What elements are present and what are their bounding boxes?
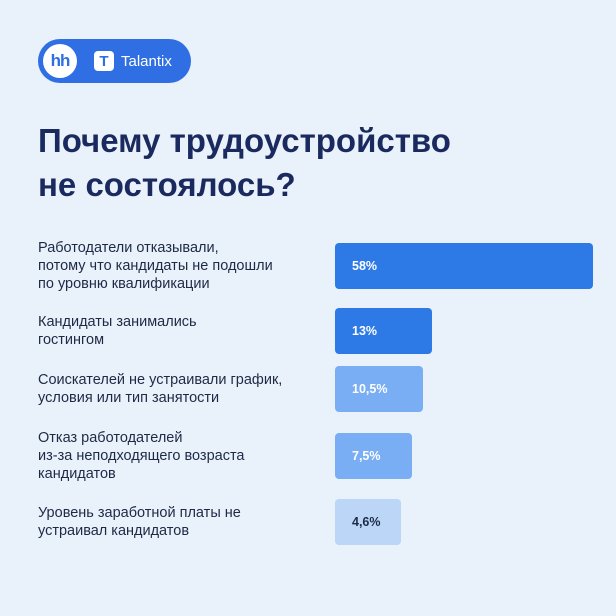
bar-category-label-line: из-за неподходящего возраста — [38, 448, 245, 464]
talantix-logo-text: Talantix — [121, 52, 172, 70]
title-line: не состоялось? — [38, 166, 296, 203]
bar-category-label-line: Работодатели отказывали, — [38, 240, 219, 256]
bar: 7,5% — [335, 433, 412, 479]
bar-category-label-line: Уровень заработной платы не — [38, 505, 241, 521]
bar-category-label-line: Отказ работодателей — [38, 430, 183, 446]
bar-category-label-line: гостингом — [38, 332, 105, 348]
talantix-icon: T — [94, 51, 114, 71]
bar-value-label: 7,5% — [352, 449, 381, 463]
bar-category-label-line: потому что кандидаты не подошли — [38, 258, 273, 274]
bar: 58% — [335, 243, 593, 289]
bar-category-label-line: устраивал кандидатов — [38, 523, 190, 539]
bar-value-label: 10,5% — [352, 382, 388, 396]
bar-category-label-line: Кандидаты занимались — [38, 314, 197, 330]
brand-badge: hh T Talantix — [38, 39, 191, 83]
bar-category-label: Соискателей не устраивали график, условия… — [38, 371, 308, 407]
bar-category-label-line: Соискателей не устраивали график, — [38, 372, 283, 388]
bar: 4,6% — [335, 499, 402, 545]
page-title: Почему трудоустройство не состоялось? — [38, 119, 578, 207]
bar-value-label: 58% — [352, 259, 378, 273]
bar-category-label: Отказ работодателей из-за неподходящего в… — [38, 429, 308, 483]
bar-category-label-line: кандидатов — [38, 466, 116, 482]
bar: 13% — [335, 308, 432, 354]
bar: 10,5% — [335, 366, 423, 412]
title-line: Почему трудоустройство — [38, 122, 451, 159]
bar-category-label-line: по уровню квалификации — [38, 276, 210, 292]
hh-logo: hh — [43, 44, 77, 78]
bar-category-label: Работодатели отказывали, потому что канди… — [38, 239, 308, 293]
bar-value-label: 13% — [352, 324, 378, 338]
bar-category-label-line: условия или тип занятости — [38, 390, 220, 406]
bar-category-label: Кандидаты занимались гостингом — [38, 313, 308, 349]
bar-value-label: 4,6% — [352, 515, 381, 529]
bar-category-label: Уровень заработной платы не устраивал кан… — [38, 504, 308, 540]
